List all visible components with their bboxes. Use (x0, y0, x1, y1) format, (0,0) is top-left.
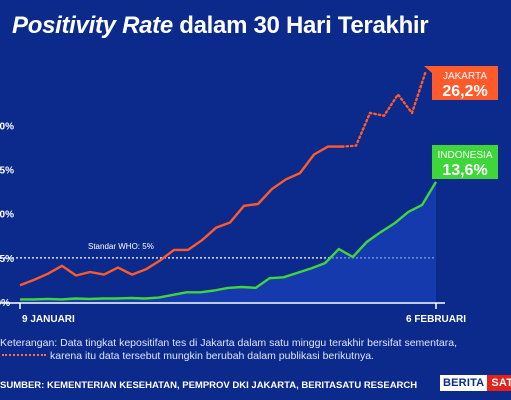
chart-title-italic: Positivity Rate (12, 12, 173, 39)
y-tick-label: 20% (0, 121, 14, 132)
jakarta-callout-value: 26,2% (442, 83, 487, 100)
x-tick-label: 6 FEBRUARI (406, 314, 466, 325)
indonesia-series-line (20, 181, 438, 301)
y-tick-label: 10% (0, 210, 14, 221)
indonesia-callout-name: INDONESIA (437, 150, 492, 161)
logo-part-2: SATU (487, 375, 511, 391)
indonesia-callout-box (432, 145, 498, 179)
note-line-1: Keterangan: Data tingkat kepositifan tes… (0, 337, 457, 349)
beritasatu-logo: BERITA SATU (440, 374, 511, 392)
jakarta-callout-name: JAKARTA (443, 71, 487, 82)
jakarta-callout-pointer (424, 66, 432, 73)
y-tick-label: 5% (0, 254, 14, 265)
x-tick-label: 9 JANUARI (22, 314, 75, 325)
dotted-line-legend-marker (2, 354, 46, 356)
jakarta-callout-box (432, 66, 498, 100)
indonesia-callout-value: 13,6% (442, 162, 487, 179)
chart-title-rest: dalam 30 Hari Terakhir (172, 12, 429, 39)
indonesia-area-fill (20, 181, 436, 302)
chart-title: Positivity Rate dalam 30 Hari Terakhir (12, 12, 429, 40)
logo-part-1: BERITA (440, 375, 488, 391)
y-tick-label: 15% (0, 166, 14, 177)
who-reference-label: Standar WHO: 5% (88, 242, 154, 251)
source-credit: SUMBER: KEMENTERIAN KESEHATAN, PEMPROV D… (0, 380, 418, 391)
note-line-2: karena itu data tersebut mungkin berubah… (50, 350, 374, 362)
jakarta-series-line (19, 145, 342, 287)
jakarta-series-dotted-line (340, 69, 428, 148)
